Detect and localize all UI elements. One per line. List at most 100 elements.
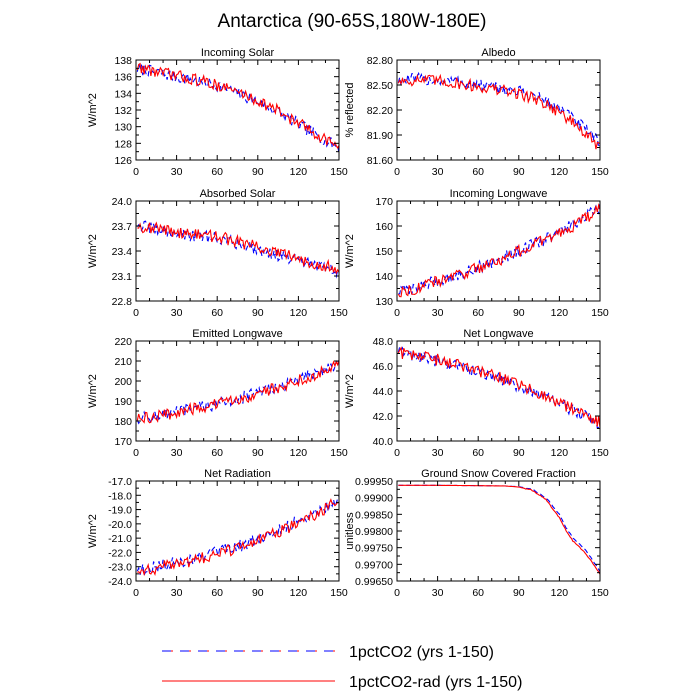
x-tick-label-net-radiation: 0 (133, 587, 139, 599)
y-tick-label-net-longwave: 48.0 (373, 336, 394, 348)
x-tick-label-incoming-longwave: 30 (432, 307, 444, 319)
x-tick-label-emitted-longwave: 30 (171, 447, 183, 459)
y-tick-label-absorbed-solar: 23.7 (112, 221, 133, 233)
x-tick-label-albedo: 120 (551, 166, 569, 178)
legend-label-1pctco2: 1pctCO2 (yrs 1-150) (349, 644, 494, 661)
series-line-emitted-longwave-1pctco2-rad-yrs-1-150 (136, 359, 339, 424)
y-tick-label-absorbed-solar: 23.4 (112, 246, 133, 258)
x-tick-label-albedo: 30 (432, 166, 444, 178)
y-tick-label-albedo: 82.20 (367, 105, 393, 117)
panel-albedo: 0 30 60 90 120 150 81.60 81.90 82.20 82.50 82.80 Al… (344, 47, 609, 178)
y-tick-label-incoming-solar: 136 (114, 72, 132, 84)
y-tick-label-ground-snow-covered-fraction: 0.99650 (355, 576, 393, 588)
y-tick-label-net-radiation: -23.0 (108, 562, 132, 574)
panel-title-incoming-solar: Incoming Solar (201, 47, 275, 59)
y-tick-label-ground-snow-covered-fraction: 0.99900 (355, 493, 393, 505)
y-tick-label-incoming-solar: 128 (114, 138, 132, 150)
y-tick-label-ground-snow-covered-fraction: 0.99950 (355, 476, 393, 488)
panel-title-albedo: Albedo (481, 47, 515, 59)
panel-incoming-solar: 0 30 60 90 120 150 126 128 130 132 134 136 138 Incomi… (87, 47, 348, 178)
x-tick-label-net-radiation: 30 (171, 587, 183, 599)
x-tick-label-net-radiation: 90 (252, 587, 264, 599)
y-tick-label-incoming-longwave: 150 (375, 246, 393, 258)
panel-ground-snow-covered-fraction: 0 30 60 90 120 150 0.99650 0.99700 0.99750 0.9980… (344, 468, 609, 599)
y-tick-label-incoming-longwave: 130 (375, 296, 393, 308)
x-tick-label-emitted-longwave: 90 (252, 447, 264, 459)
x-tick-label-net-longwave: 0 (394, 447, 400, 459)
series-line-emitted-longwave-1pctco2-yrs-1-150 (136, 360, 339, 425)
y-tick-label-net-radiation: -21.0 (108, 533, 132, 545)
y-axis-label-absorbed-solar: W/m^2 (87, 234, 99, 268)
y-tick-label-net-radiation: -24.0 (108, 576, 132, 588)
y-tick-label-albedo: 82.80 (367, 55, 393, 67)
y-tick-label-incoming-solar: 132 (114, 105, 132, 117)
y-tick-label-net-longwave: 44.0 (373, 386, 394, 398)
panel-net-longwave: 0 30 60 90 120 150 40.0 42.0 44.0 46.0 48.0 Net Lon… (344, 328, 609, 459)
x-tick-label-ground-snow-covered-fraction: 0 (394, 587, 400, 599)
x-tick-label-net-radiation: 150 (330, 587, 348, 599)
x-tick-label-emitted-longwave: 0 (133, 447, 139, 459)
x-tick-label-emitted-longwave: 120 (290, 447, 308, 459)
y-tick-label-incoming-longwave: 140 (375, 271, 393, 283)
y-axis-label-ground-snow-covered-fraction: unitless (344, 512, 356, 550)
y-tick-label-incoming-solar: 126 (114, 155, 132, 167)
x-tick-label-net-longwave: 150 (591, 447, 609, 459)
y-tick-label-ground-snow-covered-fraction: 0.99700 (355, 559, 393, 571)
figure-title: Antarctica (90-65S,180W-180E) (218, 11, 487, 32)
x-tick-label-incoming-longwave: 120 (551, 307, 569, 319)
legend: 1pctCO2 (yrs 1-150) 1pctCO2-rad (yrs 1-1… (162, 644, 522, 691)
series-line-albedo-1pctco2-rad-yrs-1-150 (397, 73, 600, 150)
y-tick-label-net-longwave: 40.0 (373, 436, 394, 448)
x-tick-label-ground-snow-covered-fraction: 30 (432, 587, 444, 599)
panel-title-absorbed-solar: Absorbed Solar (200, 188, 276, 200)
x-tick-label-net-longwave: 90 (513, 447, 525, 459)
series-line-ground-snow-covered-fraction-1pctco2-rad-yrs-1-150 (398, 484, 600, 575)
plot-frame-incoming-solar (135, 59, 340, 161)
panel-emitted-longwave: 0 30 60 90 120 150 170 180 190 200 210 220 Emitted L… (87, 328, 348, 459)
y-axis-label-incoming-solar: W/m^2 (87, 93, 99, 127)
series-line-albedo-1pctco2-yrs-1-150 (397, 71, 600, 149)
y-tick-label-incoming-longwave: 170 (375, 196, 393, 208)
panel-title-ground-snow-covered-fraction: Ground Snow Covered Fraction (421, 468, 576, 480)
plot-frame-emitted-longwave (135, 340, 340, 442)
y-tick-label-incoming-solar: 130 (114, 122, 132, 134)
x-tick-label-incoming-longwave: 90 (513, 307, 525, 319)
series-line-absorbed-solar-1pctco2-rad-yrs-1-150 (137, 221, 339, 275)
y-axis-label-net-radiation: W/m^2 (87, 514, 99, 548)
x-tick-label-net-longwave: 30 (432, 447, 444, 459)
y-tick-label-albedo: 82.50 (367, 80, 393, 92)
y-tick-label-absorbed-solar: 24.0 (112, 196, 133, 208)
x-tick-label-ground-snow-covered-fraction: 150 (591, 587, 609, 599)
x-tick-label-albedo: 150 (591, 166, 609, 178)
y-tick-label-incoming-solar: 134 (114, 88, 132, 100)
x-tick-label-emitted-longwave: 60 (211, 447, 223, 459)
series-line-net-radiation-1pctco2-rad-yrs-1-150 (137, 498, 339, 577)
series-line-ground-snow-covered-fraction-1pctco2-yrs-1-150 (398, 484, 600, 572)
y-axis-label-albedo: % reflected (344, 82, 356, 137)
panel-title-net-radiation: Net Radiation (204, 468, 271, 480)
x-tick-label-net-radiation: 120 (290, 587, 308, 599)
y-tick-label-absorbed-solar: 22.8 (112, 296, 133, 308)
series-line-incoming-solar-1pctco2-yrs-1-150 (136, 61, 339, 153)
y-tick-label-absorbed-solar: 23.1 (112, 271, 133, 283)
x-tick-label-absorbed-solar: 30 (171, 307, 183, 319)
x-tick-label-absorbed-solar: 150 (330, 307, 348, 319)
y-tick-label-emitted-longwave: 200 (114, 376, 132, 388)
y-axis-label-incoming-longwave: W/m^2 (344, 234, 356, 268)
y-tick-label-net-radiation: -18.0 (108, 490, 132, 502)
y-tick-label-emitted-longwave: 220 (114, 336, 132, 348)
x-tick-label-net-longwave: 60 (472, 447, 484, 459)
y-tick-label-albedo: 81.90 (367, 130, 393, 142)
plot-frame-incoming-longwave (396, 200, 601, 302)
series-line-incoming-longwave-1pctco2-rad-yrs-1-150 (397, 203, 600, 298)
plot-frame-ground-snow-covered-fraction (396, 480, 601, 582)
y-tick-label-albedo: 81.60 (367, 155, 393, 167)
series-line-net-longwave-1pctco2-yrs-1-150 (397, 345, 600, 429)
panel-net-radiation: 0 30 60 90 120 150 -24.0 -23.0 -22.0 -21.0 -20.0 -1… (87, 468, 348, 599)
x-tick-label-incoming-solar: 90 (252, 166, 264, 178)
series-line-incoming-solar-1pctco2-rad-yrs-1-150 (136, 62, 339, 149)
x-tick-label-ground-snow-covered-fraction: 120 (551, 587, 569, 599)
panel-incoming-longwave: 0 30 60 90 120 150 130 140 150 160 170 Incoming Lon… (344, 188, 609, 319)
y-tick-label-ground-snow-covered-fraction: 0.99850 (355, 509, 393, 521)
